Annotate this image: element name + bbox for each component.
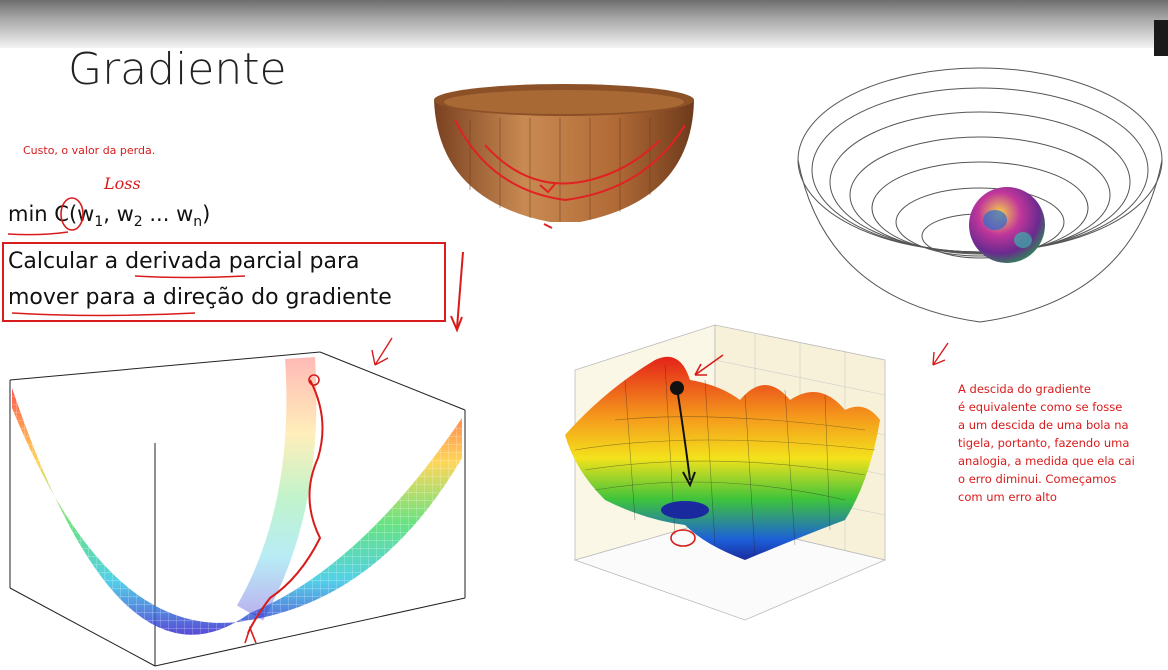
window-top-bar [0, 0, 1168, 48]
wireframe-bowl-ball-illustration [797, 67, 1163, 323]
formula-sub-1: 1 [94, 214, 104, 231]
formula-sep-1: , w [103, 202, 134, 226]
note-line-7: com um erro alto [958, 490, 1057, 504]
formula-sub-n: n [193, 214, 203, 231]
cost-annotation: Custo, o valor da perda. [23, 144, 156, 157]
note-line-4: tigela, portanto, fazendo uma [958, 436, 1130, 450]
note-line-1: A descida do gradiente [958, 382, 1091, 396]
slide-title: Gradiente [68, 44, 287, 95]
window-corner-control[interactable] [1154, 20, 1168, 56]
note-line-6: o erro diminui. Começamos [958, 472, 1117, 486]
formula-prefix: min C(w [8, 202, 95, 226]
formula-sub-2: 2 [133, 214, 143, 231]
box-line-1: Calcular a derivada parcial para [8, 249, 360, 274]
note-line-3: a um descida de uma bola na [958, 418, 1129, 432]
loss-annotation: Loss [104, 174, 141, 193]
note-line-5: analogia, a medida que ela cai [958, 454, 1135, 468]
box-line-2: mover para a direção do gradiente [8, 285, 392, 310]
loss-surface-plot [565, 324, 887, 621]
formula-suffix: ) [202, 202, 211, 226]
cost-formula: min C(w1, w2 ... wn) [8, 202, 210, 230]
highlight-box [2, 242, 446, 322]
gradient-descent-note: A descida do gradiente é equivalente com… [958, 380, 1163, 506]
note-line-2: é equivalente como se fosse [958, 400, 1123, 414]
formula-sep-2: ... w [142, 202, 194, 226]
wooden-bowl-illustration [434, 84, 694, 229]
parabolic-surface-plot [9, 351, 466, 667]
